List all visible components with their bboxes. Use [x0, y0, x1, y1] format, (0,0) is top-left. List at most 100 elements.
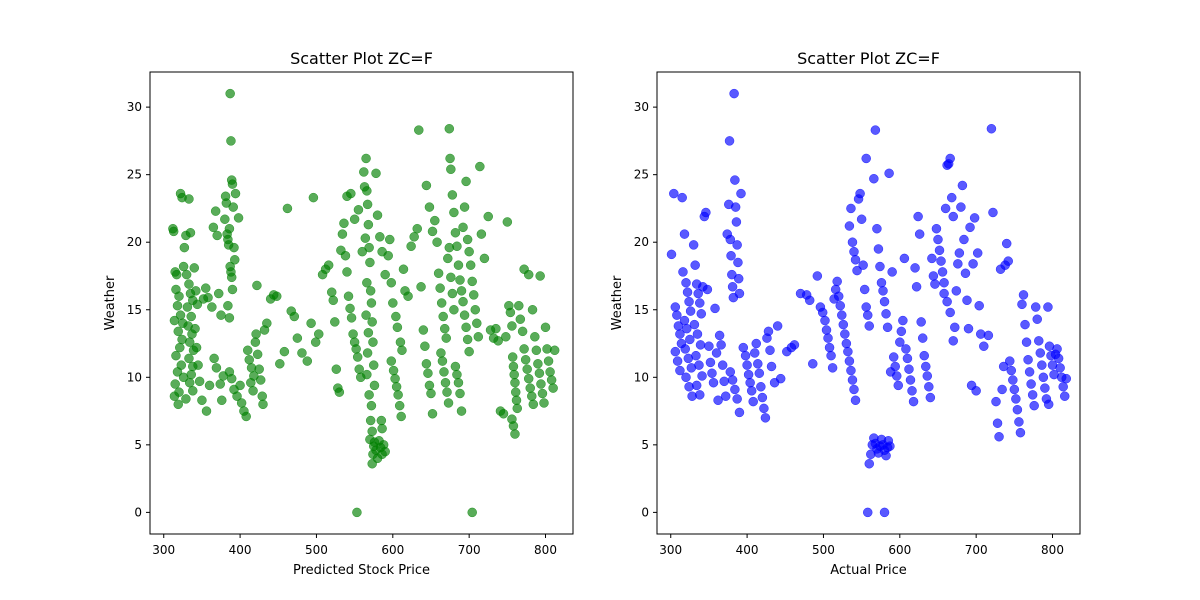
- right-chart-title: Scatter Plot ZC=F: [797, 49, 940, 68]
- data-point: [692, 329, 703, 339]
- y-tick-label: 30: [634, 100, 649, 114]
- data-point: [179, 242, 190, 253]
- data-point: [436, 298, 447, 308]
- data-point: [306, 318, 316, 329]
- data-point: [733, 257, 743, 268]
- data-point: [549, 345, 560, 356]
- data-point: [476, 229, 487, 239]
- data-point: [979, 341, 989, 351]
- data-point: [870, 125, 881, 135]
- data-point: [679, 229, 690, 239]
- data-point: [729, 88, 739, 99]
- right-y-axis-label: Weather: [610, 275, 625, 330]
- data-point: [229, 242, 239, 253]
- data-point: [533, 359, 543, 369]
- data-point: [927, 253, 937, 264]
- data-point: [302, 356, 313, 366]
- data-point: [881, 450, 891, 461]
- data-point: [380, 446, 390, 457]
- data-point: [543, 356, 554, 366]
- data-point: [351, 344, 361, 354]
- y-tick-label: 20: [127, 235, 142, 249]
- data-point: [675, 365, 685, 376]
- data-point: [366, 298, 377, 308]
- data-point: [994, 431, 1004, 442]
- data-point: [911, 282, 922, 292]
- data-point: [713, 395, 723, 406]
- data-point: [745, 377, 755, 388]
- y-tick-label: 15: [634, 303, 649, 317]
- data-point: [956, 202, 966, 212]
- data-point: [510, 429, 520, 439]
- data-point: [731, 217, 742, 227]
- data-point: [733, 273, 744, 284]
- data-point: [455, 275, 465, 285]
- data-point: [377, 423, 387, 434]
- data-point: [974, 300, 984, 311]
- data-point: [443, 398, 454, 408]
- data-point: [835, 300, 845, 311]
- data-point: [669, 188, 679, 199]
- x-tick-label: 500: [305, 543, 328, 557]
- data-point: [184, 279, 194, 289]
- data-point: [1011, 394, 1021, 404]
- data-point: [821, 325, 832, 335]
- data-point: [456, 406, 467, 416]
- data-point: [1037, 360, 1047, 370]
- data-point: [171, 269, 182, 280]
- data-point: [297, 348, 307, 358]
- data-point: [725, 234, 736, 245]
- data-point: [432, 237, 442, 247]
- data-point: [963, 323, 974, 334]
- data-point: [942, 296, 952, 307]
- data-point: [847, 375, 858, 385]
- data-point: [383, 250, 393, 261]
- data-point: [939, 288, 949, 299]
- data-point: [838, 319, 849, 330]
- data-point: [910, 263, 920, 273]
- data-point: [879, 507, 890, 518]
- data-point: [855, 188, 865, 199]
- data-point: [849, 384, 859, 395]
- left-chart-title: Scatter Plot ZC=F: [290, 49, 433, 68]
- data-point: [511, 395, 522, 406]
- data-point: [1026, 379, 1036, 389]
- data-point: [1053, 353, 1064, 364]
- data-point: [236, 398, 247, 408]
- data-point: [181, 394, 191, 404]
- data-point: [340, 250, 351, 261]
- data-point: [850, 395, 861, 406]
- data-point: [919, 350, 929, 361]
- data-point: [1023, 354, 1033, 365]
- data-point: [453, 260, 464, 270]
- data-point: [510, 377, 520, 388]
- data-point: [850, 255, 861, 265]
- data-point: [227, 284, 238, 295]
- data-point: [258, 399, 268, 410]
- data-point: [502, 217, 513, 227]
- data-point: [228, 202, 238, 212]
- data-point: [844, 221, 855, 231]
- data-point: [242, 345, 253, 356]
- data-point: [916, 317, 926, 327]
- data-point: [953, 259, 963, 269]
- x-tick-label: 600: [381, 543, 404, 557]
- data-point: [501, 332, 511, 342]
- data-point: [928, 271, 939, 281]
- data-point: [262, 318, 272, 329]
- data-point: [426, 388, 436, 399]
- data-point: [885, 441, 895, 451]
- data-point: [334, 387, 345, 397]
- data-point: [689, 319, 700, 330]
- data-point: [251, 329, 261, 339]
- data-point: [711, 348, 722, 358]
- data-point: [192, 299, 203, 310]
- data-point: [450, 361, 461, 372]
- data-point: [1017, 299, 1027, 310]
- data-point: [1052, 344, 1062, 354]
- data-point: [386, 356, 397, 366]
- data-point: [847, 237, 858, 247]
- y-tick-label: 0: [641, 505, 649, 519]
- data-point: [1024, 367, 1035, 377]
- data-point: [701, 207, 711, 218]
